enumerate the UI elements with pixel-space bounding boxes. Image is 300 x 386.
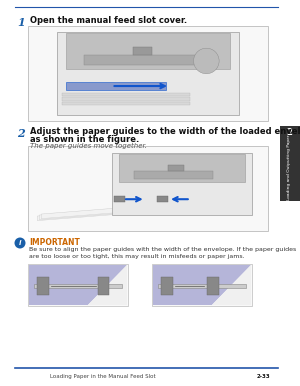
Circle shape [14, 237, 26, 249]
Bar [28, 146, 268, 231]
Bar [37, 277, 49, 295]
Bar [57, 32, 239, 115]
Text: Be sure to align the paper guides with the width of the envelope. If the paper g: Be sure to align the paper guides with t… [29, 247, 296, 252]
Polygon shape [37, 205, 173, 221]
Text: i: i [19, 240, 21, 246]
Bar [158, 284, 246, 288]
Bar [112, 152, 252, 215]
Text: as shown in the figure.: as shown in the figure. [30, 135, 139, 144]
Bar [161, 277, 172, 295]
Text: The paper guides move together.: The paper guides move together. [30, 143, 147, 149]
Text: 2: 2 [17, 128, 25, 139]
Polygon shape [153, 265, 251, 305]
Polygon shape [29, 265, 127, 305]
Text: 1: 1 [17, 17, 25, 28]
Bar [152, 264, 252, 306]
Bar [28, 264, 128, 306]
Bar [84, 55, 203, 65]
Bar [34, 284, 122, 288]
Bar [98, 277, 110, 295]
Polygon shape [39, 204, 175, 220]
Bar [62, 93, 190, 96]
Bar [157, 196, 168, 202]
Bar [134, 171, 213, 179]
Bar [134, 47, 152, 55]
Bar [66, 33, 230, 69]
Polygon shape [212, 265, 251, 305]
Bar [66, 82, 166, 90]
Bar [168, 165, 184, 171]
Text: Open the manual feed slot cover.: Open the manual feed slot cover. [30, 16, 187, 25]
Bar [62, 102, 190, 105]
Bar [114, 196, 125, 202]
Text: Adjust the paper guides to the width of the loaded envelope: Adjust the paper guides to the width of … [30, 127, 300, 136]
Polygon shape [88, 265, 127, 305]
Bar [207, 277, 219, 295]
Text: 2: 2 [286, 128, 292, 137]
Text: IMPORTANT: IMPORTANT [29, 238, 80, 247]
Text: Loading and Outputting Paper: Loading and Outputting Paper [287, 134, 291, 200]
Bar [280, 126, 300, 201]
Bar [62, 97, 190, 101]
Text: 2-33: 2-33 [256, 374, 270, 379]
Circle shape [194, 48, 219, 74]
Text: Loading Paper in the Manual Feed Slot: Loading Paper in the Manual Feed Slot [50, 374, 156, 379]
Bar [118, 154, 245, 182]
Polygon shape [41, 203, 177, 218]
Bar [28, 26, 268, 121]
Text: are too loose or too tight, this may result in misfeeds or paper jams.: are too loose or too tight, this may res… [29, 254, 244, 259]
